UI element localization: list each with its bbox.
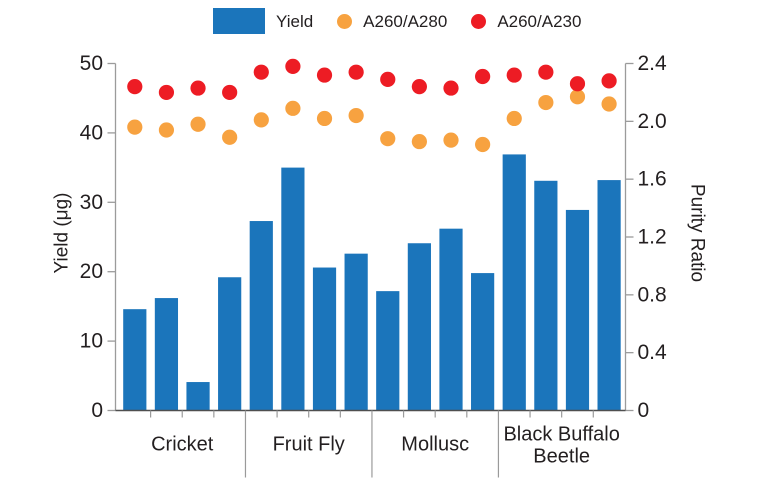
- left-axis-tick-label: 30: [80, 191, 103, 214]
- category-label: Beetle: [533, 446, 590, 468]
- a260-a280-dot: [348, 107, 364, 124]
- legend-label-a260-a230: A260/A230: [497, 11, 582, 31]
- a260-a230-dot: [253, 64, 269, 80]
- yield-bar: [471, 273, 495, 411]
- legend-item-a260-a230: A260/A230: [471, 13, 581, 30]
- left-axis-tick-label: 0: [91, 399, 103, 422]
- a260-a280-dot: [158, 122, 175, 138]
- a260-a230-dot: [190, 80, 206, 96]
- yield-bar: [439, 228, 463, 411]
- left-axis-tick-label: 10: [80, 330, 103, 353]
- a260-a280-dot: [380, 131, 396, 147]
- a260-a280-dot: [222, 129, 238, 145]
- yield-bar: [154, 298, 179, 411]
- left-axis-tick-label: 40: [80, 121, 103, 144]
- yield-bar: [376, 291, 400, 411]
- left-axis-title: Yield (μg): [52, 193, 73, 274]
- category-label: Fruit Fly: [273, 434, 345, 456]
- yield-bar: [407, 243, 431, 411]
- yield-bar: [249, 221, 273, 411]
- a260-a280-dot: [569, 89, 586, 105]
- legend-item-yield: Yield: [213, 8, 313, 34]
- a260-a280-dot: [253, 112, 269, 128]
- category-label: Black Buffalo: [503, 424, 619, 446]
- yield-bar: [534, 180, 558, 411]
- chart-legend: Yield A260/A280 A260/A230: [213, 8, 581, 34]
- right-axis-tick-label: 2.4: [638, 52, 668, 75]
- yield-bar: [186, 382, 210, 411]
- right-axis-title: Purity Ratio: [687, 184, 708, 282]
- a260-a230-dot: [443, 80, 459, 96]
- a260-a280-legend-dot-icon: [337, 13, 353, 29]
- a260-a280-dot: [538, 94, 554, 111]
- a260-a230-dot: [411, 79, 427, 95]
- category-label: Cricket: [151, 434, 214, 456]
- yield-bar: [281, 167, 305, 411]
- a260-a280-dot: [127, 119, 143, 135]
- a260-a230-dot: [538, 64, 554, 80]
- a260-a280-dot: [475, 136, 491, 153]
- right-axis-tick-label: 1.6: [638, 168, 667, 191]
- right-axis-tick-label: 0.8: [638, 283, 667, 306]
- a260-a230-dot: [601, 73, 617, 89]
- a260-a230-dot: [316, 67, 333, 83]
- legend-item-a260-a280: A260/A280: [337, 13, 447, 30]
- a260-a230-dot: [285, 58, 301, 74]
- right-axis-tick-label: 0.4: [638, 341, 668, 364]
- category-label: Mollusc: [401, 434, 469, 456]
- yield-legend-swatch: [213, 8, 265, 34]
- a260-a230-dot: [348, 64, 364, 80]
- a260-a230-dot: [127, 79, 143, 95]
- a260-a280-dot: [443, 132, 459, 148]
- a260-a280-dot: [316, 110, 333, 127]
- right-axis-tick-label: 1.2: [638, 226, 667, 249]
- yield-bar: [123, 309, 147, 411]
- a260-a230-dot: [569, 76, 586, 92]
- yield-bar: [344, 253, 368, 411]
- yield-bar: [218, 277, 242, 411]
- a260-a230-dot: [475, 68, 491, 85]
- right-axis-tick-label: 0: [638, 399, 650, 422]
- legend-label-a260-a280: A260/A280: [363, 11, 448, 31]
- a260-a230-dot: [158, 84, 175, 101]
- a260-a230-dot: [222, 84, 238, 101]
- legend-label-yield: Yield: [276, 11, 314, 31]
- right-axis-tick-label: 2.0: [638, 110, 667, 133]
- left-axis-tick-label: 50: [80, 52, 103, 75]
- yield-bar: [312, 267, 337, 411]
- a260-a280-dot: [285, 100, 301, 116]
- yield-bar: [597, 180, 621, 411]
- yield-bar: [502, 154, 526, 411]
- yield-bar: [565, 209, 590, 411]
- a260-a230-legend-dot-icon: [471, 13, 487, 29]
- a260-a280-dot: [506, 110, 522, 127]
- a260-a280-dot: [190, 116, 206, 132]
- left-axis-tick-label: 20: [80, 260, 103, 283]
- a260-a230-dot: [380, 71, 396, 88]
- a260-a280-dot: [601, 96, 617, 112]
- a260-a230-dot: [506, 67, 522, 83]
- a260-a280-dot: [411, 133, 427, 150]
